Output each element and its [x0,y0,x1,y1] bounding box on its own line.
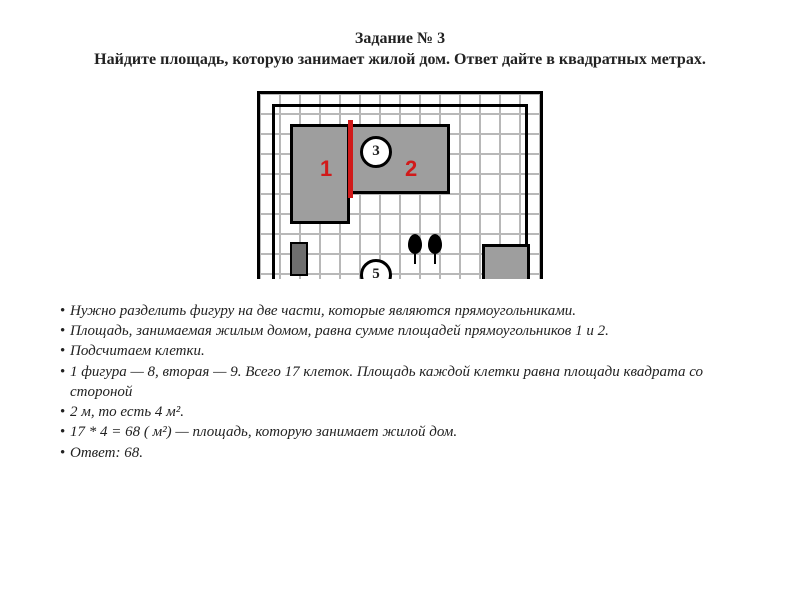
region-1-label: 1 [320,156,332,182]
sol-line-3: Подсчитаем клетки. [60,341,740,361]
tree-2 [428,234,442,264]
lower-right-block-outline [482,244,530,279]
tree-1 [408,234,422,264]
sol-line-1: Нужно разделить фигуру на две части, кот… [60,301,740,321]
task-subtitle: Найдите площадь, которую занимает жилой … [60,50,740,71]
sol-line-5: 2 м, то есть 4 м². [60,402,740,422]
solution-text: Нужно разделить фигуру на две части, кот… [60,301,740,463]
red-divider [348,120,353,198]
task-title: Задание № 3 [60,30,740,48]
sol-line-2: Площадь, занимаемая жилым домом, равна с… [60,321,740,341]
sol-line-4: 1 фигура — 8, вторая — 9. Всего 17 клето… [60,362,740,403]
seam-cover [293,191,347,197]
small-strip [290,242,308,276]
circle-5-text: 5 [372,266,380,279]
floor-plan-figure: 1 2 3 5 [257,91,543,279]
figure-container: 1 2 3 5 [60,91,740,279]
circle-label-3: 3 [360,136,392,168]
sol-line-6: 17 * 4 = 68 ( м²) — площадь, которую зан… [60,422,740,442]
sol-line-7: Ответ: 68. [60,443,740,463]
circle-3-text: 3 [372,143,380,160]
region-2-label: 2 [405,156,417,182]
